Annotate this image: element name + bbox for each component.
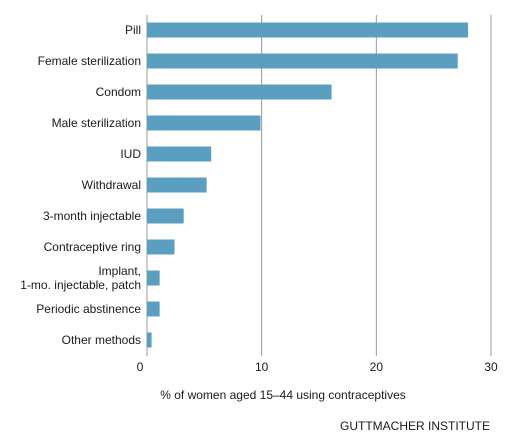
bar	[147, 177, 207, 193]
x-tick-label: 10	[255, 360, 269, 374]
category-label: Withdrawal	[82, 178, 141, 192]
bar	[147, 239, 175, 255]
category-label: 3-month injectable	[43, 209, 141, 223]
category-label: IUD	[120, 147, 141, 161]
x-tick-labels: 0 10 20 30	[137, 360, 498, 374]
category-labels: Pill Female sterilization Condom Male steri…	[20, 23, 141, 347]
category-label: 1-mo. injectable, patch	[20, 278, 141, 292]
bar	[147, 115, 261, 131]
category-label: Female sterilization	[38, 54, 141, 68]
category-label: Periodic abstinence	[36, 302, 141, 316]
x-tick-label: 0	[137, 360, 144, 374]
source-credit: GUTTMACHER INSTITUTE	[340, 419, 490, 433]
bar	[147, 270, 160, 286]
bar	[147, 301, 160, 317]
bar	[147, 332, 152, 348]
category-label: Other methods	[62, 333, 141, 347]
bar	[147, 146, 212, 162]
bar	[147, 84, 332, 100]
category-label: Male sterilization	[52, 116, 141, 130]
x-tick-label: 20	[370, 360, 384, 374]
bars	[147, 22, 469, 348]
bar	[147, 22, 469, 38]
category-label: Implant,	[98, 264, 141, 278]
x-axis-title: % of women aged 15–44 using contraceptiv…	[160, 388, 406, 402]
x-tick-label: 30	[484, 360, 498, 374]
category-label: Condom	[96, 85, 141, 99]
category-label: Contraceptive ring	[44, 240, 141, 254]
bar	[147, 208, 184, 224]
bar	[147, 53, 458, 69]
category-label: Pill	[125, 23, 141, 37]
